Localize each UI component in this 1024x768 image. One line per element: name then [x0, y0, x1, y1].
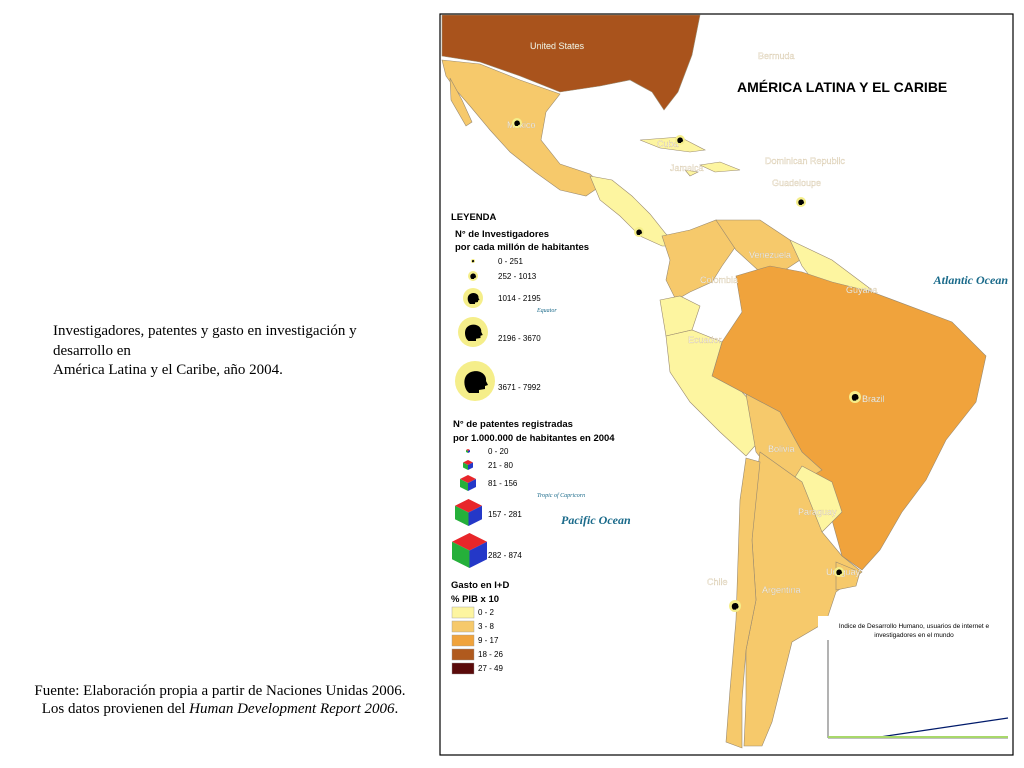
researcher-marker	[796, 197, 806, 207]
legend-heading: por cada millón de habitantes	[455, 242, 589, 253]
legend-label: 2196 - 3670	[498, 334, 541, 343]
country-label: Guyana	[846, 285, 878, 295]
map: AMÉRICA LATINA Y EL CARIBE Atlantic Ocea…	[440, 14, 1013, 755]
legend-symbol	[455, 361, 495, 401]
source: Fuente: Elaboración propia a partir de N…	[34, 683, 405, 717]
legend-symbol	[458, 317, 488, 347]
legend-label: 252 - 1013	[498, 272, 537, 281]
country-label: Chile	[707, 577, 728, 587]
caption-line: desarrollo en	[53, 343, 131, 359]
legend-label: 1014 - 2195	[498, 294, 541, 303]
caption-line: Investigadores, patentes y gasto en inve…	[53, 323, 357, 339]
line-label: Tropic of Capricorn	[537, 492, 585, 499]
inset-chart: Indice de Desarrollo Humano, usuarios de…	[818, 616, 1010, 752]
legend-heading: % PIB x 10	[451, 594, 499, 605]
inset-title: Indice de Desarrollo Humano, usuarios de…	[839, 623, 990, 630]
caption-line: América Latina y el Caribe, año 2004.	[53, 362, 283, 378]
legend-label: 0 - 20	[488, 447, 509, 456]
legend-label: 157 - 281	[488, 510, 522, 519]
legend-label: 0 - 2	[478, 608, 495, 617]
researcher-marker	[834, 567, 844, 577]
source-text: Los datos provienen del	[42, 701, 186, 717]
country-label: Ecuador	[688, 335, 722, 345]
inset-title: investigadores en el mundo	[874, 632, 954, 639]
legend-label: 3671 - 7992	[498, 383, 541, 392]
ocean-label: Atlantic Ocean	[933, 273, 1009, 287]
legend-label: 0 - 251	[498, 257, 523, 266]
legend-label: 3 - 8	[478, 622, 495, 631]
legend-symbol	[471, 259, 475, 263]
legend-label: 81 - 156	[488, 479, 518, 488]
source-italic: Human Development Report 2006	[188, 701, 395, 717]
ocean-label: Pacific Ocean	[561, 513, 631, 527]
researcher-marker	[512, 118, 522, 128]
legend-heading: N° de Investigadores	[455, 229, 549, 240]
country-label: Paraguay	[798, 507, 837, 517]
legend-swatch	[452, 607, 474, 618]
country-label: Colombia	[700, 275, 738, 285]
legend-swatch	[452, 621, 474, 632]
country-label: Jamaica	[670, 163, 704, 173]
legend-label: 27 - 49	[478, 664, 503, 673]
legend-label: 21 - 80	[488, 461, 513, 470]
map-title: AMÉRICA LATINA Y EL CARIBE	[737, 79, 947, 95]
legend-title: LEYENDA	[451, 212, 497, 223]
legend-swatch	[452, 663, 474, 674]
country-label: Guadeloupe	[772, 178, 821, 188]
legend-label: 18 - 26	[478, 650, 503, 659]
source-text: .	[395, 701, 399, 717]
country-label: Bermuda	[758, 51, 795, 61]
legend-symbol	[463, 288, 483, 308]
country-label: Venezuela	[749, 250, 791, 260]
country-label: Bolivia	[768, 444, 795, 454]
country-label: United States	[530, 41, 585, 51]
legend-swatch	[452, 635, 474, 646]
legend-symbol	[468, 271, 478, 281]
legend-heading: Gasto en I+D	[451, 580, 509, 591]
source-line: Fuente: Elaboración propia a partir de N…	[34, 683, 405, 699]
researcher-marker	[729, 600, 741, 612]
legend-label: 9 - 17	[478, 636, 499, 645]
caption: Investigadores, patentes y gasto en inve…	[53, 323, 357, 378]
country-label: Argentina	[762, 585, 801, 595]
country-label: Dominican Republic	[765, 156, 846, 166]
line-label: Equator	[536, 308, 557, 314]
legend-heading: N° de patentes registradas	[453, 419, 573, 430]
researcher-marker	[634, 227, 644, 237]
legend-heading: por 1.000.000 de habitantes en 2004	[453, 433, 615, 444]
country-label: Brazil	[862, 394, 885, 404]
source-line: Los datos provienen del Human Developmen…	[42, 701, 399, 717]
legend-swatch	[452, 649, 474, 660]
researcher-marker	[849, 391, 861, 403]
researcher-marker	[675, 135, 685, 145]
legend-label: 282 - 874	[488, 551, 522, 560]
